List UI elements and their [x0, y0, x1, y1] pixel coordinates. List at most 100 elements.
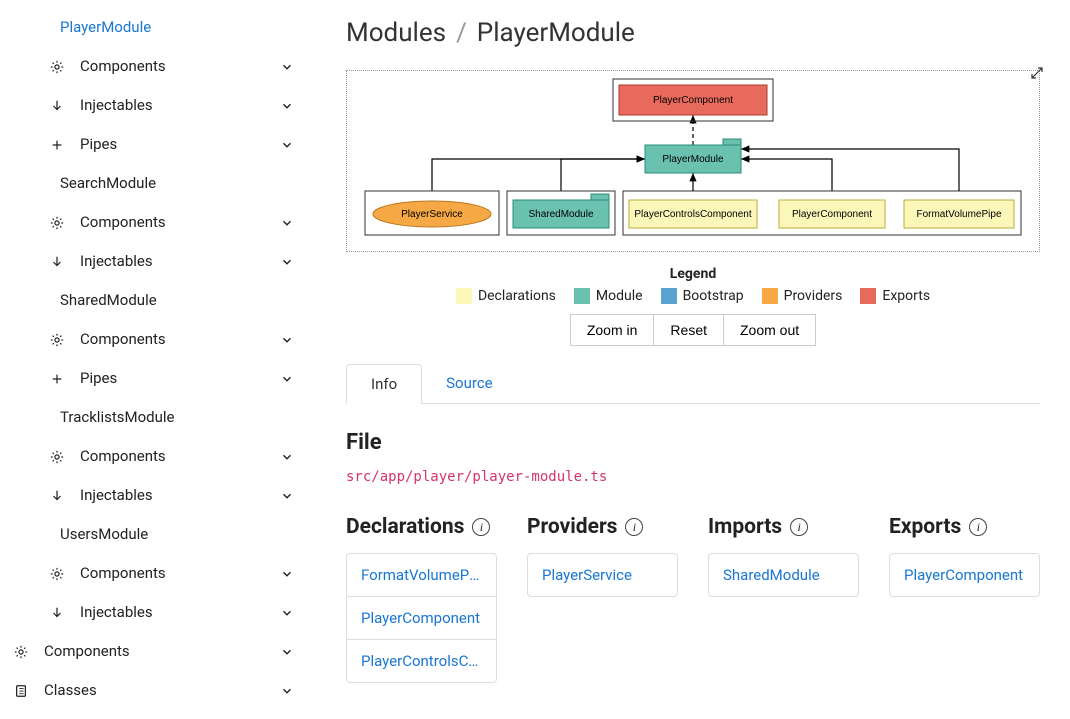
list-item[interactable]: PlayerComponent: [347, 596, 496, 639]
sidebar-item-components[interactable]: Components: [0, 203, 316, 242]
zoom-in-button[interactable]: Zoom in: [570, 314, 655, 346]
sidebar-item-pipes[interactable]: Pipes: [0, 125, 316, 164]
list-item[interactable]: PlayerControlsCo...: [347, 639, 496, 682]
zoom-reset-button[interactable]: Reset: [654, 314, 724, 346]
svg-text:PlayerControlsComponent: PlayerControlsComponent: [634, 209, 752, 220]
tab-info[interactable]: Info: [346, 364, 422, 404]
legend-swatch: [574, 288, 590, 304]
sidebar-item-label: Classes: [44, 680, 278, 701]
chevron-down-icon: [278, 331, 296, 349]
chevron-down-icon: [278, 214, 296, 232]
sidebar-item-label: Injectables: [80, 485, 278, 506]
sidebar-item-label: Components: [80, 56, 278, 77]
zoom-out-button[interactable]: Zoom out: [724, 314, 816, 346]
list-item[interactable]: PlayerService: [528, 554, 677, 596]
sidebar-item-label: SharedModule: [60, 290, 296, 311]
list-heading: Imports i: [708, 515, 859, 539]
breadcrumb: Modules / PlayerModule: [346, 18, 1040, 48]
legend-item-module: Module: [574, 288, 643, 304]
sidebar-item-sharedmodule[interactable]: SharedModule: [0, 281, 316, 320]
info-icon[interactable]: i: [969, 518, 987, 536]
list-heading: Declarations i: [346, 515, 497, 539]
tabs: InfoSource: [346, 364, 1040, 404]
sidebar-item-components[interactable]: Components: [0, 320, 316, 359]
chevron-down-icon: [278, 97, 296, 115]
sidebar: PlayerModule Components Injectables Pipes Se…: [0, 0, 316, 719]
list-item[interactable]: PlayerComponent: [890, 554, 1039, 596]
chevron-down-icon: [278, 643, 296, 661]
list-column-imports: Imports i SharedModule: [708, 515, 859, 683]
info-icon[interactable]: i: [790, 518, 808, 536]
book-icon: [14, 684, 44, 698]
legend-item-bootstrap: Bootstrap: [661, 288, 744, 304]
card-list: FormatVolumePi...PlayerComponentPlayerCo…: [346, 553, 497, 683]
card-list: PlayerComponent: [889, 553, 1040, 597]
down-arrow-icon: [50, 489, 80, 503]
sidebar-item-tracklistsmodule[interactable]: TracklistsModule: [0, 398, 316, 437]
plus-icon: [50, 138, 80, 152]
sidebar-item-label: Components: [44, 641, 278, 662]
chevron-down-icon: [278, 487, 296, 505]
chevron-down-icon: [278, 370, 296, 388]
sidebar-item-pipes[interactable]: Pipes: [0, 359, 316, 398]
sidebar-item-injectables[interactable]: Injectables: [0, 242, 316, 281]
sidebar-item-label: Components: [80, 212, 278, 233]
list-heading-label: Imports: [708, 515, 782, 539]
list-heading-label: Declarations: [346, 515, 464, 539]
svg-text:FormatVolumePipe: FormatVolumePipe: [916, 209, 1001, 220]
zoom-controls: Zoom in Reset Zoom out: [346, 314, 1040, 346]
tab-source[interactable]: Source: [422, 364, 516, 404]
gear-icon: [50, 216, 80, 230]
module-lists: DeclarationsiFormatVolumePi...PlayerComp…: [346, 515, 1040, 683]
gear-icon: [50, 450, 80, 464]
card-list: SharedModule: [708, 553, 859, 597]
module-diagram: PlayerComponentPlayerModulePlayerService…: [346, 70, 1040, 252]
chevron-down-icon: [278, 253, 296, 271]
svg-text:SharedModule: SharedModule: [528, 209, 593, 220]
sidebar-item-injectables[interactable]: Injectables: [0, 86, 316, 125]
gear-icon: [14, 645, 44, 659]
sidebar-item-injectables[interactable]: Injectables: [0, 476, 316, 515]
info-icon[interactable]: i: [625, 518, 643, 536]
list-heading: Providersi: [527, 515, 678, 539]
down-arrow-icon: [50, 99, 80, 113]
legend-swatch: [860, 288, 876, 304]
legend-label: Module: [596, 288, 643, 304]
info-icon[interactable]: i: [472, 518, 490, 536]
sidebar-item-components[interactable]: Components: [0, 47, 316, 86]
gear-icon: [50, 567, 80, 581]
file-path: src/app/player/player-module.ts: [346, 469, 1040, 485]
breadcrumb-separator: /: [456, 18, 467, 48]
sidebar-item-label: Components: [80, 563, 278, 584]
list-item[interactable]: FormatVolumePi...: [347, 554, 496, 596]
sidebar-item-label: Pipes: [80, 134, 278, 155]
sidebar-item-injectables[interactable]: Injectables: [0, 593, 316, 632]
sidebar-item-usersmodule[interactable]: UsersModule: [0, 515, 316, 554]
legend-swatch: [661, 288, 677, 304]
legend-item-exports: Exports: [860, 288, 930, 304]
sidebar-item-components[interactable]: Components: [0, 554, 316, 593]
list-item[interactable]: SharedModule: [709, 554, 858, 596]
svg-text:PlayerModule: PlayerModule: [662, 154, 724, 165]
legend-title: Legend: [346, 266, 1040, 282]
sidebar-item-label: SearchModule: [60, 173, 296, 194]
down-arrow-icon: [50, 255, 80, 269]
sidebar-item-label: Injectables: [80, 95, 278, 116]
sidebar-item-searchmodule[interactable]: SearchModule: [0, 164, 316, 203]
sidebar-item-label: Injectables: [80, 602, 278, 623]
sidebar-item-components[interactable]: Components: [0, 437, 316, 476]
sidebar-item-components[interactable]: Components: [0, 632, 316, 671]
legend-label: Declarations: [478, 288, 556, 304]
sidebar-item-label: Components: [80, 329, 278, 350]
gear-icon: [50, 60, 80, 74]
legend-label: Bootstrap: [683, 288, 744, 304]
gear-icon: [50, 333, 80, 347]
down-arrow-icon: [50, 606, 80, 620]
diagram-svg[interactable]: PlayerComponentPlayerModulePlayerService…: [347, 71, 1039, 251]
breadcrumb-parent[interactable]: Modules: [346, 18, 446, 48]
expand-icon[interactable]: [1029, 65, 1045, 81]
main-content: Modules / PlayerModule PlayerComponentPl…: [316, 0, 1070, 719]
legend-swatch: [456, 288, 472, 304]
sidebar-item-playermodule[interactable]: PlayerModule: [0, 8, 316, 47]
sidebar-item-classes[interactable]: Classes: [0, 671, 316, 710]
